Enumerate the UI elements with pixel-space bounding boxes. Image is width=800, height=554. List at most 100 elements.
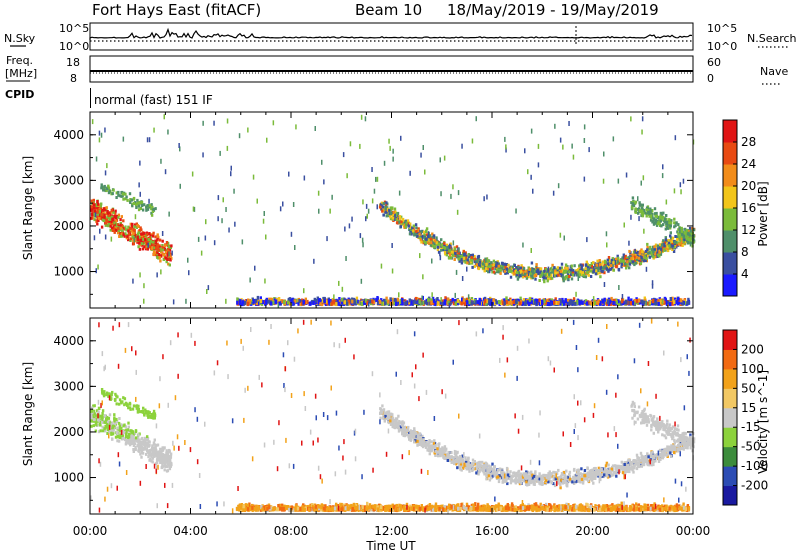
pixel [422, 230, 426, 234]
pixel [393, 300, 396, 305]
pixel [403, 226, 406, 229]
pixel [452, 240, 455, 246]
pixel [153, 127, 155, 133]
pixel [409, 225, 412, 229]
pixel [93, 404, 96, 408]
pixel [437, 301, 440, 306]
pixel [475, 116, 477, 122]
pixel [545, 271, 549, 275]
pixel [577, 276, 579, 281]
pixel [130, 229, 134, 233]
pixel [128, 429, 132, 433]
pixel [554, 297, 557, 302]
pixel [428, 238, 431, 242]
pixel [421, 234, 425, 238]
pixel [611, 257, 614, 261]
pixel [219, 150, 221, 156]
pixel [132, 235, 135, 239]
pixel [421, 295, 423, 301]
pixel [649, 207, 652, 211]
pixel [314, 126, 316, 131]
pixel [161, 244, 164, 247]
pixel [138, 229, 141, 232]
pixel [159, 254, 162, 258]
pixel [96, 210, 99, 214]
pixel [445, 253, 449, 257]
pixel [126, 235, 129, 239]
pixel [95, 204, 99, 208]
pixel [132, 439, 135, 442]
pixel [158, 244, 161, 248]
pixel [95, 156, 98, 162]
pixel [652, 245, 655, 249]
pixel [678, 226, 681, 230]
pixel [165, 459, 168, 463]
pixel [550, 276, 554, 280]
pixel [560, 266, 564, 270]
pixel [119, 218, 122, 222]
pixel [106, 432, 109, 435]
pixel [532, 274, 535, 278]
pixel [582, 273, 585, 277]
pixel [535, 298, 538, 303]
pixel [148, 232, 151, 235]
pixel [652, 217, 656, 221]
pixel [108, 189, 111, 193]
pixel [425, 233, 428, 237]
pixel [119, 223, 122, 227]
pixel [650, 251, 653, 255]
pixel [445, 243, 449, 247]
pixel [485, 262, 488, 266]
pixel [411, 226, 414, 230]
pixel [687, 241, 690, 245]
pixel [638, 201, 641, 205]
pixel [132, 404, 136, 408]
pixel [530, 248, 532, 253]
pixel [544, 300, 548, 305]
pixel [91, 406, 94, 410]
pixel [491, 300, 495, 305]
pixel [552, 190, 555, 196]
pixel [107, 184, 110, 188]
pixel [94, 212, 97, 218]
pixel [670, 240, 674, 244]
pixel [554, 273, 557, 277]
pixel [645, 257, 648, 261]
pixel [549, 277, 552, 281]
pixel [103, 427, 106, 431]
pixel [655, 298, 658, 303]
pixel [254, 298, 258, 303]
pixel [100, 202, 103, 206]
pixel [601, 260, 605, 264]
pixel [525, 273, 528, 277]
pixel [593, 301, 597, 306]
pixel [548, 272, 551, 276]
pixel [551, 270, 554, 274]
pixel [440, 191, 442, 197]
pixel [152, 446, 156, 450]
pixel [642, 300, 646, 305]
pixel [99, 228, 101, 234]
pixel [665, 300, 668, 305]
freq-data [90, 70, 693, 74]
pixel [148, 411, 151, 415]
pixel [502, 298, 505, 303]
pixel [627, 301, 630, 306]
pixel [501, 265, 505, 269]
pixel [571, 273, 575, 277]
pixel [530, 128, 533, 134]
pixel [266, 137, 268, 143]
pixel [480, 504, 483, 509]
pixel [134, 436, 138, 440]
pixel [380, 263, 383, 269]
pixel [559, 270, 562, 274]
pixel [419, 238, 422, 242]
pixel [193, 206, 196, 212]
pixel [556, 271, 559, 275]
pixel [493, 263, 496, 267]
pixel [434, 301, 437, 306]
pixel [137, 241, 141, 245]
pixel [360, 301, 363, 306]
pixel [110, 393, 113, 397]
